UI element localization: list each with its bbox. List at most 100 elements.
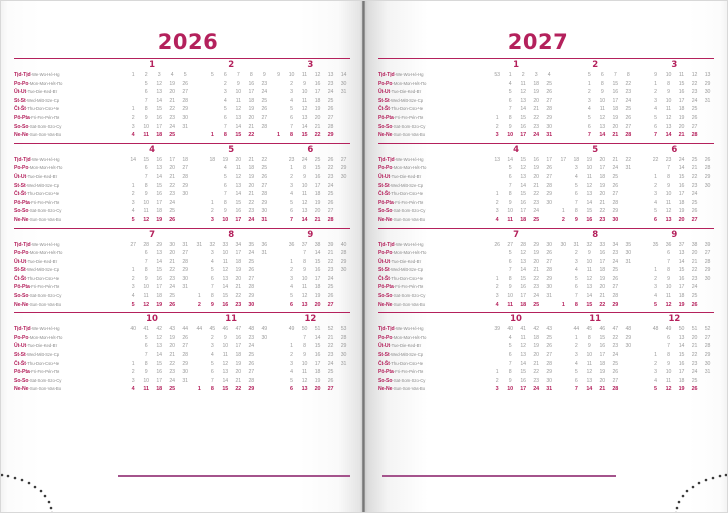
week-number-cell[interactable]: 36 37 38 39 40 — [271, 241, 350, 250]
date-number[interactable]: 10 — [507, 386, 513, 393]
date-number[interactable] — [206, 114, 219, 123]
week-number[interactable]: 19 — [586, 156, 593, 163]
date-number[interactable]: 31 — [625, 165, 632, 172]
date-number[interactable]: 3 — [574, 258, 578, 265]
date-number[interactable] — [337, 216, 350, 225]
date-cell-group[interactable]: 4 11 18 25 — [635, 292, 714, 301]
week-number[interactable]: 40 — [340, 241, 347, 248]
week-number[interactable]: 28 — [143, 241, 149, 248]
date-number[interactable]: 17 — [156, 377, 162, 384]
date-number[interactable]: 15 — [678, 80, 685, 87]
date-number[interactable]: 26 — [612, 369, 619, 376]
date-number[interactable]: 14 — [314, 334, 321, 341]
date-number[interactable]: 11 — [235, 97, 241, 104]
date-cell-group[interactable]: 4 11 18 25 — [192, 164, 271, 173]
date-number[interactable]: 25 — [327, 284, 334, 291]
date-number[interactable]: 10 — [222, 250, 229, 257]
date-number[interactable]: 1 — [654, 267, 657, 274]
date-cell-group[interactable]: 6 13 20 27 — [112, 342, 191, 351]
week-number[interactable]: 26 — [704, 156, 711, 163]
date-number[interactable]: 3 — [290, 89, 293, 96]
week-number[interactable]: 28 — [520, 241, 526, 248]
date-cell-group[interactable]: 1 8 15 22 29 — [192, 199, 271, 208]
date-cell-group[interactable]: 6 13 20 27 — [271, 114, 350, 123]
date-number[interactable]: 15 — [678, 352, 685, 359]
week-number-cell[interactable]: 40 41 42 43 44 — [112, 325, 191, 334]
month-number-header[interactable]: 11 — [589, 314, 602, 325]
date-number[interactable]: 20 — [678, 123, 685, 130]
date-number[interactable] — [622, 360, 635, 369]
date-number[interactable]: 29 — [340, 343, 347, 350]
date-number[interactable]: 27 — [691, 123, 698, 130]
date-number[interactable]: 24 — [625, 97, 632, 104]
date-number[interactable]: 20 — [599, 284, 606, 291]
date-number[interactable]: 5 — [131, 301, 135, 308]
date-number[interactable]: 24 — [612, 165, 619, 172]
week-number[interactable]: 44 — [196, 326, 203, 333]
date-number[interactable] — [649, 258, 662, 267]
date-number[interactable] — [193, 258, 206, 267]
week-number[interactable]: 46 — [599, 326, 606, 333]
date-cell-group[interactable]: 2 9 16 23 30 — [635, 275, 714, 284]
date-cell-group[interactable]: 5 12 19 26 — [556, 114, 635, 123]
date-number[interactable]: 16 — [678, 275, 685, 282]
date-number[interactable]: 13 — [222, 369, 229, 376]
date-cell-group[interactable]: 2 9 16 23 30 — [271, 266, 350, 275]
date-cell-group[interactable]: 1 8 15 22 29 — [476, 190, 555, 199]
date-cell-group[interactable]: 4 11 18 25 — [192, 258, 271, 267]
date-number[interactable]: 25 — [691, 106, 698, 113]
date-number[interactable]: 8 — [144, 182, 148, 189]
date-number[interactable]: 12 — [301, 106, 308, 113]
date-number[interactable] — [622, 173, 635, 182]
date-number[interactable]: 15 — [520, 275, 526, 282]
date-number[interactable]: 21 — [533, 106, 539, 113]
date-number[interactable]: 9 — [600, 89, 604, 96]
date-number[interactable]: 8 — [290, 132, 293, 139]
date-number[interactable]: 19 — [248, 106, 255, 113]
date-number[interactable] — [337, 199, 350, 208]
date-number[interactable]: 14 — [222, 377, 229, 384]
date-cell-group[interactable]: 5 12 19 26 — [635, 207, 714, 216]
date-number[interactable]: 9 — [303, 352, 306, 359]
date-number[interactable]: 25 — [169, 208, 175, 215]
date-number[interactable]: 8 — [303, 258, 306, 265]
date-number[interactable]: 30 — [546, 377, 552, 384]
date-number[interactable]: 18 — [235, 352, 242, 359]
date-number[interactable]: 10 — [665, 191, 672, 198]
week-number[interactable]: 52 — [704, 326, 711, 333]
date-number[interactable]: 22 — [533, 191, 539, 198]
date-cell-group[interactable]: 6 13 20 27 — [556, 377, 635, 386]
date-number[interactable]: 26 — [169, 216, 175, 223]
date-number[interactable]: 18 — [599, 267, 606, 274]
date-number[interactable]: 25 — [169, 132, 175, 139]
date-number[interactable] — [206, 190, 219, 199]
week-number[interactable]: 17 — [546, 156, 552, 163]
date-number[interactable]: 27 — [182, 343, 188, 350]
date-number[interactable] — [127, 334, 140, 343]
date-number[interactable]: 8 — [574, 208, 578, 215]
date-number[interactable]: 1 — [290, 258, 293, 265]
date-number[interactable]: 20 — [314, 208, 321, 215]
date-number[interactable]: 17 — [248, 89, 255, 96]
date-cell-group[interactable]: 1 8 15 22 29 — [112, 360, 191, 369]
date-number[interactable]: 28 — [704, 343, 711, 350]
date-number[interactable] — [701, 301, 714, 310]
date-number[interactable]: 5 — [574, 275, 578, 282]
date-number[interactable] — [179, 199, 192, 208]
date-number[interactable] — [193, 275, 206, 284]
date-number[interactable]: 23 — [533, 377, 539, 384]
week-number[interactable]: 31 — [196, 241, 203, 248]
date-number[interactable]: 2 — [587, 89, 591, 96]
week-number[interactable]: 31 — [182, 241, 188, 248]
date-number[interactable] — [337, 385, 350, 394]
date-number[interactable] — [127, 342, 140, 351]
date-number[interactable]: 15 — [678, 173, 685, 180]
date-cell-group[interactable]: 4 11 18 25 — [556, 266, 635, 275]
date-number[interactable]: 19 — [314, 377, 321, 384]
date-number[interactable]: 13 — [301, 114, 308, 121]
week-number-cell[interactable]: 23 24 25 26 27 — [271, 156, 350, 165]
date-number[interactable]: 11 — [665, 199, 672, 206]
date-number[interactable] — [701, 123, 714, 132]
date-number[interactable]: 19 — [678, 208, 685, 215]
date-number[interactable]: 20 — [314, 386, 321, 393]
